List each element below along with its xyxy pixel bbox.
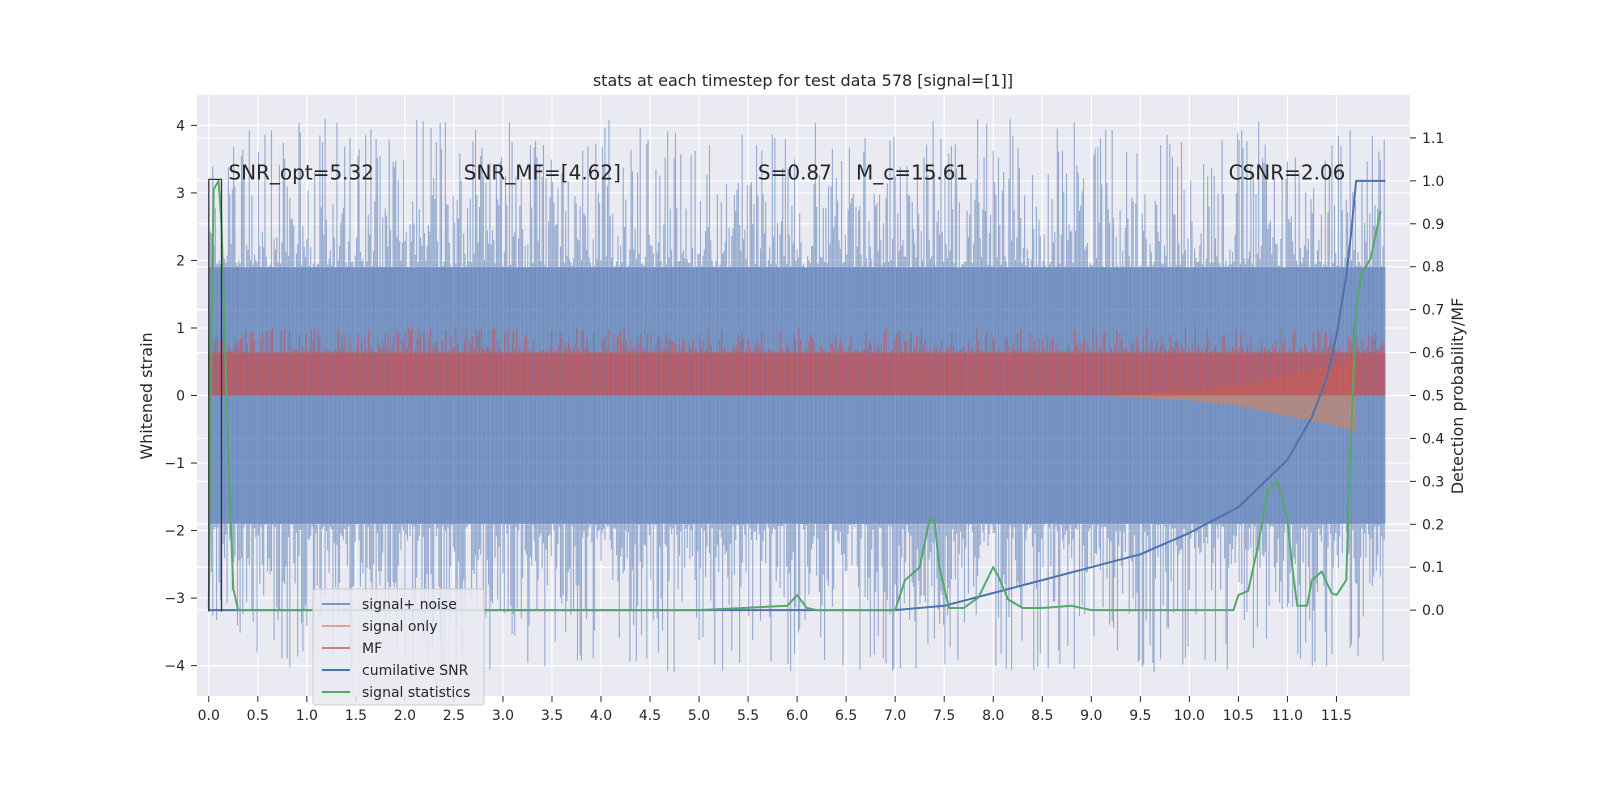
y-tick-label: 2: [176, 253, 185, 269]
x-tick-label: 4.5: [639, 708, 661, 724]
x-tick-label: 1.0: [296, 708, 318, 724]
x-tick-label: 6.5: [835, 708, 857, 724]
x-tick-label: 3.5: [541, 708, 563, 724]
y-axis-right-label: Detection probability/MF: [1448, 298, 1467, 495]
y-tick-label: 0: [176, 389, 185, 405]
x-tick-label: 7.5: [933, 708, 955, 724]
legend-label: MF: [362, 641, 382, 657]
y-tick-label: 4: [176, 118, 185, 134]
y-tick-label: 1: [176, 321, 185, 337]
y-axis-label: Whitened strain: [137, 332, 156, 459]
y-axis-ticks: −4 −3 −2 −1 0 1 2 3 4: [164, 118, 197, 675]
y-tick-label: −2: [164, 524, 185, 540]
series-line: [208, 178, 223, 612]
y-right-tick-label: 0.2: [1422, 517, 1444, 533]
legend-label: signal statistics: [362, 685, 470, 701]
series-mf: [208, 326, 1386, 396]
legend-label: signal+ noise: [362, 597, 457, 613]
y-right-tick-label: 0.5: [1422, 389, 1444, 405]
x-tick-label: 2.0: [394, 708, 416, 724]
x-tick-label: 5.0: [688, 708, 710, 724]
x-tick-label: 1.5: [345, 708, 367, 724]
x-tick-label: 3.0: [492, 708, 514, 724]
legend-box: [312, 588, 485, 706]
y-right-tick-label: 0.8: [1422, 260, 1444, 276]
y-right-tick-label: 0.7: [1422, 303, 1444, 319]
x-tick-label: 11.0: [1272, 708, 1303, 724]
series-outline: [208, 178, 223, 612]
legend: signal+ noise signal only MF cumilative SNR…: [312, 588, 485, 706]
y-tick-label: −1: [164, 456, 185, 472]
x-tick-label: 0.0: [198, 708, 220, 724]
y-right-tick-label: 1.1: [1422, 131, 1444, 147]
x-tick-label: 9.0: [1080, 708, 1102, 724]
x-tick-label: 4.0: [590, 708, 612, 724]
y-right-tick-label: 0.9: [1422, 217, 1444, 233]
annotation: CSNR=2.06: [1229, 160, 1346, 184]
y-right-tick-label: 0.3: [1422, 474, 1444, 490]
x-tick-label: 10.5: [1223, 708, 1254, 724]
x-axis-ticks: 0.0 0.5 1.0 1.5 2.0 2.5 3.0 3.5 4.0 4.5 5.0 5.5 6.0 6…: [198, 696, 1352, 724]
annotation: SNR_opt=5.32: [228, 160, 374, 184]
annotation: S=0.87: [758, 160, 832, 184]
x-tick-label: 11.5: [1321, 708, 1352, 724]
y-tick-label: −3: [164, 591, 185, 607]
legend-label: signal only: [362, 619, 437, 635]
x-tick-label: 5.5: [737, 708, 759, 724]
x-tick-label: 9.5: [1129, 708, 1151, 724]
y-right-tick-label: 0.6: [1422, 346, 1444, 362]
y-right-tick-label: 0.0: [1422, 603, 1444, 619]
x-tick-label: 2.5: [443, 708, 465, 724]
y-right-tick-label: 0.1: [1422, 560, 1444, 576]
legend-label: cumilative SNR: [362, 663, 469, 679]
x-tick-label: 0.5: [247, 708, 269, 724]
y-right-tick-label: 1.0: [1422, 174, 1444, 190]
y-axis-right-ticks: 0.0 0.1 0.2 0.3 0.4 0.5 0.6 0.7 0.8 0.9 1.0 1.1: [1410, 131, 1444, 619]
x-tick-label: 6.0: [786, 708, 808, 724]
annotation: M_c=15.61: [856, 160, 968, 184]
y-tick-label: 3: [176, 186, 185, 202]
chart-title: stats at each timestep for test data 578…: [593, 71, 1013, 90]
annotations: SNR_opt=5.32 SNR_MF=[4.62] S=0.87 M_c=15.61…: [228, 160, 1345, 184]
series-layer: [207, 118, 1386, 672]
x-tick-label: 10.0: [1174, 708, 1205, 724]
x-tick-label: 7.0: [884, 708, 906, 724]
x-tick-label: 8.5: [1031, 708, 1053, 724]
y-tick-label: −4: [164, 659, 185, 675]
annotation: SNR_MF=[4.62]: [464, 160, 621, 184]
x-tick-label: 8.0: [982, 708, 1004, 724]
y-right-tick-label: 0.4: [1422, 431, 1444, 447]
